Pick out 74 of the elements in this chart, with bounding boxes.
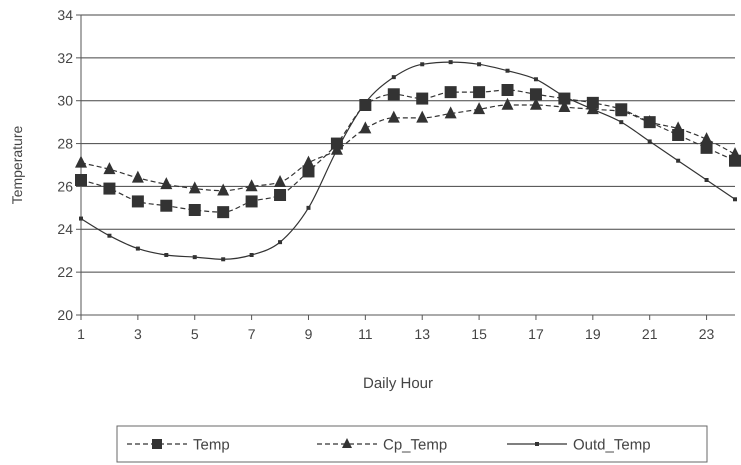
point	[444, 106, 457, 118]
y-tick-label: 32	[57, 50, 74, 66]
point	[75, 174, 87, 186]
point	[103, 162, 116, 174]
x-tick-label: 23	[698, 326, 715, 342]
point	[136, 246, 140, 251]
point	[160, 177, 172, 190]
point	[217, 184, 230, 196]
x-tick-label: 11	[358, 326, 373, 342]
point	[188, 204, 201, 216]
y-tick-label: 24	[57, 221, 74, 238]
x-tick-label: 15	[471, 326, 488, 342]
point	[473, 102, 486, 114]
x-tick-label: 21	[642, 326, 658, 342]
y-tick-label: 26	[57, 178, 74, 194]
point	[388, 110, 400, 123]
y-tick-label: 22	[57, 264, 74, 280]
point	[733, 197, 737, 202]
legend-label: Temp	[193, 436, 230, 454]
point	[388, 88, 400, 100]
point	[444, 86, 457, 98]
point	[192, 255, 197, 260]
point	[75, 156, 87, 168]
x-tick-label: 19	[585, 326, 601, 342]
point	[359, 121, 372, 134]
point	[473, 86, 486, 98]
point	[278, 240, 282, 244]
x-tick-label: 7	[248, 326, 256, 342]
point	[132, 170, 144, 183]
x-tick-label: 9	[304, 326, 313, 342]
point	[250, 253, 254, 257]
point	[648, 139, 652, 144]
point	[274, 174, 286, 187]
point	[217, 206, 230, 218]
point	[188, 181, 201, 194]
legend-label: Cp_Temp	[383, 436, 448, 454]
point	[107, 234, 112, 238]
point	[530, 88, 542, 100]
point	[246, 179, 258, 192]
point	[502, 98, 514, 110]
point	[306, 206, 310, 210]
x-tick-label: 3	[134, 326, 142, 342]
point	[392, 75, 396, 80]
point	[477, 62, 482, 66]
y-tick-label: 34	[57, 6, 74, 23]
y-axis-title: Temperature	[9, 125, 25, 204]
point	[672, 121, 684, 134]
x-tick-label: 13	[414, 326, 430, 342]
point	[246, 195, 258, 208]
legend-label: Outd_Temp	[573, 436, 651, 454]
x-axis-title: Daily Hour	[362, 375, 434, 392]
point	[448, 60, 453, 64]
point	[103, 182, 116, 195]
point	[619, 120, 624, 124]
x-tick-label: 1	[77, 326, 86, 342]
x-tick-label: 17	[528, 326, 544, 342]
point	[132, 195, 144, 208]
point	[534, 77, 538, 82]
point	[274, 189, 286, 201]
point	[79, 216, 83, 221]
point	[416, 110, 428, 123]
point	[416, 92, 428, 105]
y-tick-label: 20	[57, 306, 74, 323]
point	[420, 62, 424, 66]
point	[676, 158, 680, 163]
point	[164, 253, 168, 257]
point	[221, 257, 226, 262]
point	[160, 200, 172, 212]
point	[502, 84, 514, 96]
point	[506, 68, 510, 73]
y-tick-label: 28	[57, 135, 74, 152]
y-tick-label: 30	[57, 92, 74, 109]
point	[704, 178, 709, 182]
x-tick-label: 5	[190, 326, 199, 342]
